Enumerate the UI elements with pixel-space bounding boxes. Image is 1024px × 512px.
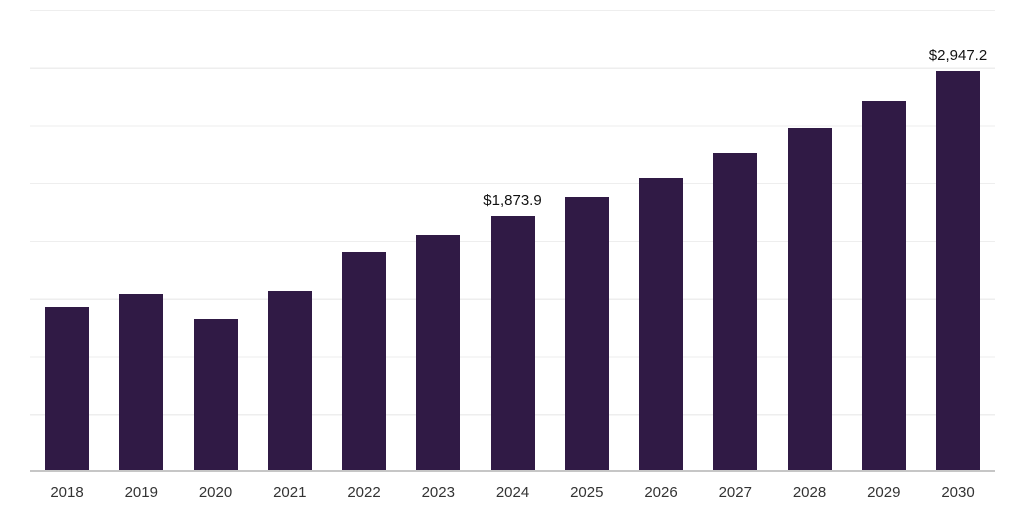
bar-2025: [564, 197, 609, 470]
bar-2029: [861, 101, 906, 470]
bar-column-2022: [327, 10, 401, 470]
x-axis-label-2030: 2030: [941, 484, 975, 501]
bar-column-2024: $1,873.9: [476, 10, 550, 470]
x-axis-label-2021: 2021: [273, 484, 307, 501]
x-axis-label-2028: 2028: [792, 484, 827, 501]
bar-column-2027: [698, 10, 772, 470]
bar-column-2025: [550, 10, 624, 470]
bar-value-label-2024: $1,873.9: [483, 192, 542, 210]
bar-2024: [490, 216, 535, 470]
x-axis-label-2024: 2024: [495, 484, 530, 501]
bar-2019: [119, 294, 164, 470]
bar-column-2029: [847, 10, 921, 470]
bar-column-2019: [104, 10, 178, 470]
x-axis: 2018 2019 2020 2021 2022 2023 2024 2025 2026 2027…: [30, 484, 995, 504]
bar-2020: [193, 319, 238, 470]
bar-column-2018: [30, 10, 104, 470]
x-axis-label-2020: 2020: [198, 484, 233, 501]
x-axis-label-2022: 2022: [347, 484, 381, 501]
bar-2027: [713, 153, 758, 470]
bar-column-2028: [773, 10, 847, 470]
bar-column-2021: [253, 10, 327, 470]
x-axis-label-2029: 2029: [867, 484, 901, 501]
bar-column-2026: [624, 10, 698, 470]
bar-2026: [639, 177, 683, 470]
bar-2022: [342, 252, 386, 470]
bar-column-2023: [401, 10, 475, 470]
bar-2018: [45, 306, 89, 470]
bar-2021: [267, 290, 312, 470]
x-axis-label-2026: 2026: [644, 484, 678, 501]
bar-2028: [787, 128, 832, 470]
bar-2030: [936, 71, 980, 470]
x-axis-label-2025: 2025: [570, 484, 604, 501]
bars: $1,873.9 $2,947.2: [30, 10, 995, 470]
bar-value-label-2030: $2,947.2: [928, 47, 988, 65]
x-axis-label-2023: 2023: [421, 484, 455, 501]
x-axis-label-2027: 2027: [718, 484, 752, 501]
bar-column-2020: [179, 10, 253, 470]
plot-area: $1,873.9 $2,947.2: [30, 10, 995, 472]
x-axis-label-2019: 2019: [124, 484, 158, 501]
bar-column-2030: $2,947.2: [921, 10, 995, 470]
x-axis-label-2018: 2018: [50, 484, 84, 501]
bar-2023: [416, 234, 461, 470]
